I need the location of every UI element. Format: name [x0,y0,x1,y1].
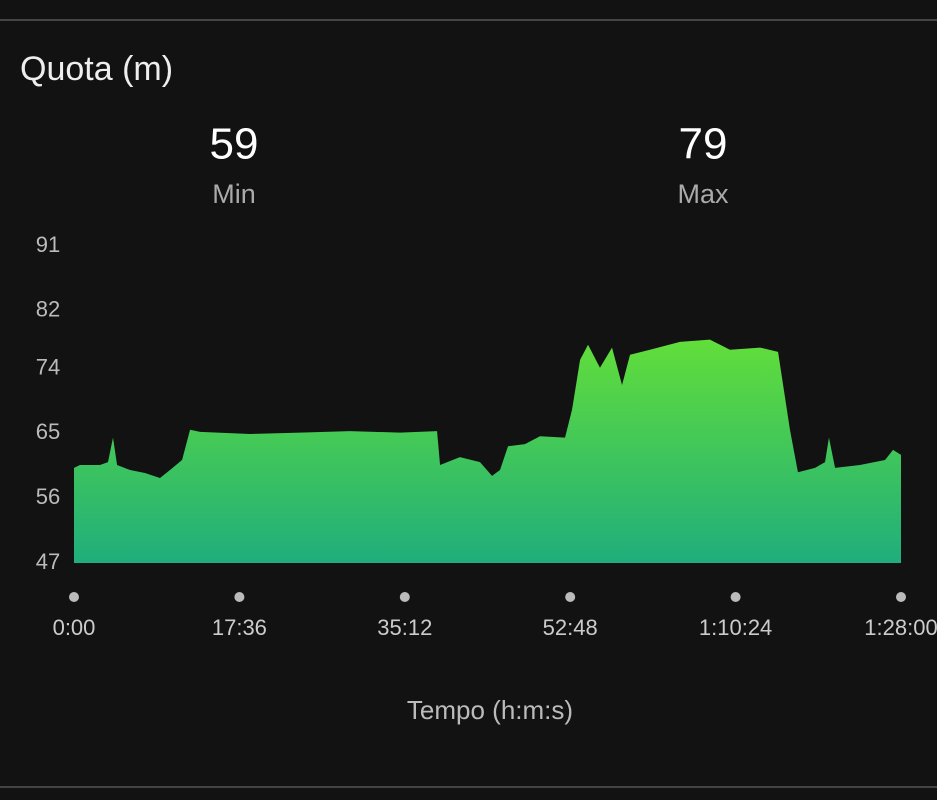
y-tick-label: 56 [36,484,60,509]
x-tick-label: 52:48 [543,615,598,640]
stat-label: Min [212,179,256,209]
x-tick-label: 1:10:24 [699,615,772,640]
x-tick-dot [234,592,245,602]
x-tick-label: 35:12 [377,615,432,640]
y-tick-label: 74 [36,354,60,379]
x-tick-dot [730,592,741,602]
x-tick-dot [565,592,576,602]
x-tick-label: 17:36 [212,615,267,640]
elevation-area [74,339,901,563]
stat-value: 59 [210,120,259,169]
y-tick-label: 82 [36,297,60,322]
x-tick-dot [896,592,906,602]
y-tick-label: 65 [36,419,60,444]
x-axis-label: Tempo (h:m:s) [407,695,573,725]
y-tick-label: 47 [36,549,60,574]
x-tick-label: 0:00 [53,615,96,640]
stat-label: Max [677,179,729,209]
x-tick-dot [399,592,410,602]
y-tick-label: 91 [36,232,60,257]
chart-title: Quota (m) [20,50,173,88]
stat-value: 79 [679,120,728,169]
x-tick-label: 1:28:00 [864,615,937,640]
x-tick-dot [69,592,79,602]
